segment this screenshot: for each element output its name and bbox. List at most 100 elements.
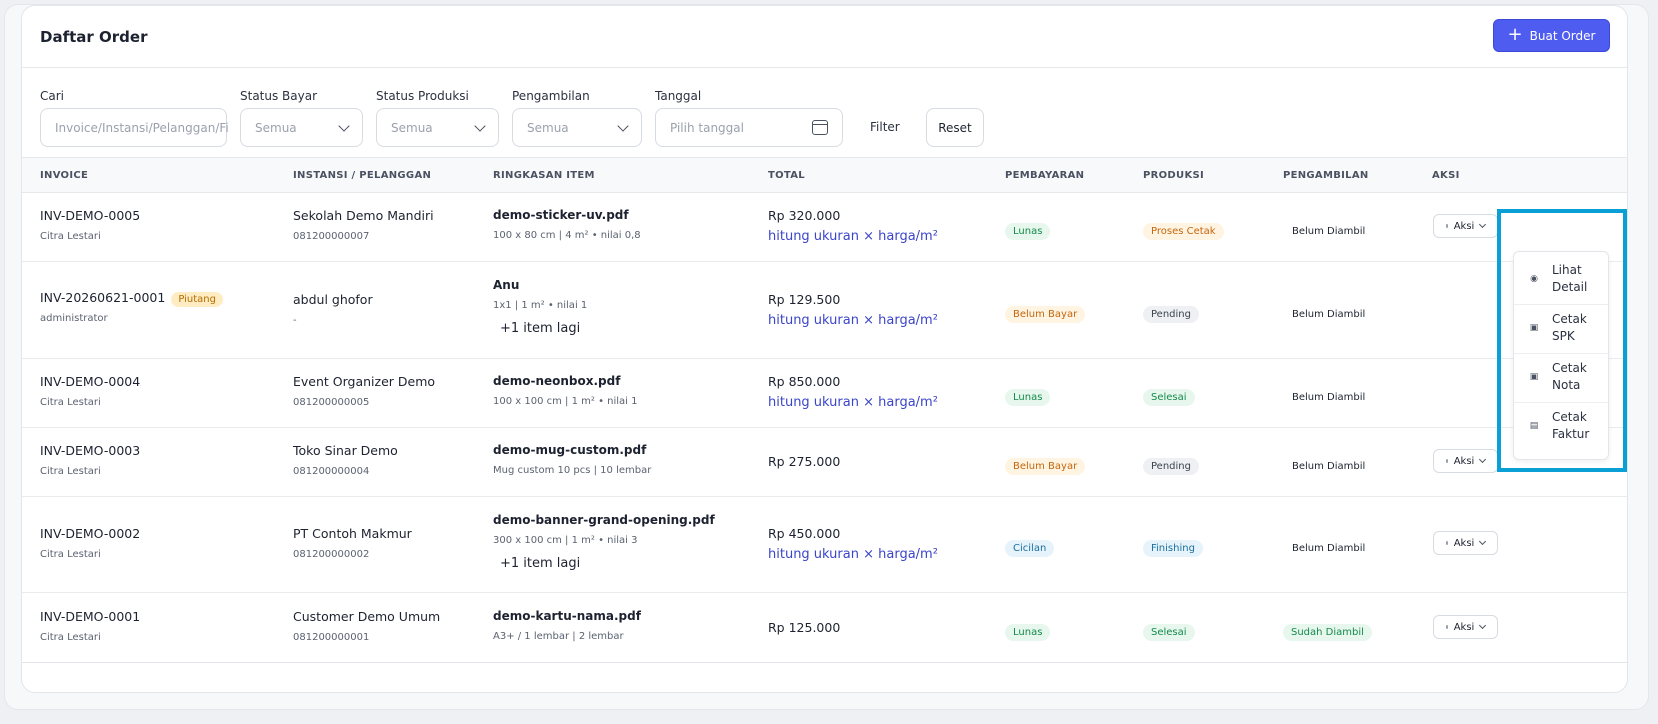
order-total: Rp 125.000: [768, 620, 841, 635]
eye-icon: ◉: [1530, 274, 1538, 284]
production-status-badge: Finishing: [1143, 540, 1203, 557]
invoice-created-by: Citra Lestari: [40, 397, 101, 408]
invoice-number: INV-DEMO-0002: [40, 526, 141, 541]
item-detail: 1x1 | 1 m² • nilai 1: [493, 300, 588, 311]
column-header-production: PRODUKSI: [1143, 170, 1205, 181]
payment-status-badge: Belum Bayar: [1005, 458, 1086, 475]
status-bayar-value: Semua: [255, 120, 297, 135]
tanggal-label: Tanggal: [655, 89, 702, 103]
action-label: Aksi: [1453, 537, 1475, 549]
page-title: Daftar Order: [40, 28, 148, 46]
production-status-badge: Selesai: [1143, 624, 1195, 641]
menu-item-label-line2: Faktur: [1552, 427, 1590, 441]
customer-phone: 081200000005: [293, 397, 370, 408]
menu-item-label-line2: Detail: [1552, 280, 1588, 294]
menu-item-view-detail[interactable]: ◉ Lihat Detail: [1514, 262, 1608, 296]
table-row: INV-DEMO-0003 Citra Lestari Toko Sinar D…: [22, 428, 1627, 497]
customer-name: PT Contoh Makmur: [293, 526, 412, 541]
customer-phone: 081200000004: [293, 466, 370, 477]
invoice-number: INV-DEMO-0004: [40, 374, 141, 389]
chevron-down-icon: [474, 119, 486, 132]
status-bayar-label: Status Bayar: [240, 89, 318, 103]
status-produksi-select[interactable]: Semua: [376, 108, 499, 147]
create-order-button[interactable]: + Buat Order: [1493, 19, 1610, 52]
pengambilan-select[interactable]: Semua: [512, 108, 642, 147]
production-status-badge: Pending: [1143, 306, 1199, 323]
action-label: Aksi: [1453, 220, 1475, 232]
pickup-status-badge: Belum Diambil: [1292, 309, 1366, 320]
pickup-status-badge: Belum Diambil: [1292, 543, 1366, 554]
invoice-created-by: Citra Lestari: [40, 632, 101, 643]
item-name: demo-neonbox.pdf: [493, 374, 621, 388]
customer-phone: 081200000007: [293, 231, 370, 242]
item-name: demo-kartu-nama.pdf: [493, 609, 641, 623]
item-name: demo-banner-grand-opening.pdf: [493, 513, 715, 527]
payment-status-badge: Lunas: [1005, 223, 1051, 240]
table-row: INV-DEMO-0002 Citra Lestari PT Contoh Ma…: [22, 497, 1627, 593]
pickup-status-badge: Sudah Diambil: [1283, 624, 1372, 641]
order-list-card: Daftar Order + Buat Order Cari Invoice/I…: [21, 5, 1628, 693]
column-header-invoice: INVOICE: [40, 170, 89, 181]
column-header-total: TOTAL: [768, 170, 805, 181]
card-header: Daftar Order + Buat Order: [22, 6, 1627, 68]
menu-item-label-line1: Cetak: [1552, 361, 1587, 375]
customer-phone: -: [293, 315, 297, 326]
column-header-customer: INSTANSI / PELANGGAN: [293, 170, 432, 181]
action-label: Aksi: [1453, 621, 1475, 633]
price-calc-note: hitung ukuran × harga/m²: [768, 547, 938, 562]
item-detail: 300 x 100 cm | 1 m² • nilai 3: [493, 535, 638, 546]
filter-button[interactable]: Filter: [870, 120, 900, 134]
column-header-action: AKSI: [1432, 170, 1460, 181]
menu-item-print-nota[interactable]: ▣ Cetak Nota: [1514, 360, 1608, 394]
search-input[interactable]: Invoice/Instansi/Pelanggan/Fi: [40, 108, 229, 147]
menu-item-print-invoice[interactable]: ▤ Cetak Faktur: [1514, 409, 1608, 443]
chevron-down-icon: [338, 119, 350, 132]
receivable-badge: Piutang: [171, 292, 223, 307]
action-dropdown-menu: ◉ Lihat Detail ▣ Cetak SPK ▣ Cetak Nota ▤ C…: [1513, 251, 1609, 460]
customer-phone: 081200000001: [293, 632, 370, 643]
invoice-number: INV-DEMO-0005: [40, 208, 141, 223]
calendar-icon: [812, 120, 828, 135]
action-dropdown-button[interactable]: Aksi: [1433, 449, 1498, 473]
item-detail: 100 x 100 cm | 1 m² • nilai 1: [493, 396, 638, 407]
order-total: Rp 129.500: [768, 292, 841, 307]
invoice-number: INV-DEMO-0003: [40, 443, 141, 458]
customer-name: Sekolah Demo Mandiri: [293, 208, 434, 223]
invoice-number: INV-20260621-0001 Piutang: [40, 290, 223, 307]
action-dropdown-button[interactable]: Aksi: [1433, 615, 1498, 639]
action-dropdown-button[interactable]: Aksi: [1433, 214, 1498, 238]
payment-status-badge: Belum Bayar: [1005, 306, 1086, 323]
printer-icon: ▣: [1529, 372, 1539, 382]
menu-item-print-spk[interactable]: ▣ Cetak SPK: [1514, 311, 1608, 345]
more-items-link[interactable]: +1 item lagi: [500, 556, 581, 571]
invoice-number-text: INV-20260621-0001: [40, 290, 166, 305]
production-status-badge: Proses Cetak: [1143, 223, 1224, 240]
dot-icon: [1445, 541, 1448, 545]
plus-icon: +: [1507, 23, 1523, 45]
create-order-label: Buat Order: [1529, 28, 1596, 43]
item-name: demo-mug-custom.pdf: [493, 443, 647, 457]
more-items-link[interactable]: +1 item lagi: [500, 321, 581, 336]
table-row: INV-20260621-0001 Piutang administrator a…: [22, 262, 1627, 359]
customer-name: Toko Sinar Demo: [293, 443, 398, 458]
item-name: demo-sticker-uv.pdf: [493, 208, 629, 222]
status-produksi-label: Status Produksi: [376, 89, 469, 103]
table-row: INV-DEMO-0005 Citra Lestari Sekolah Demo…: [22, 193, 1627, 262]
search-placeholder: Invoice/Instansi/Pelanggan/Fi: [55, 120, 229, 135]
table-row: INV-DEMO-0001 Citra Lestari Customer Dem…: [22, 593, 1627, 663]
tanggal-placeholder: Pilih tanggal: [670, 120, 744, 135]
status-bayar-select[interactable]: Semua: [240, 108, 363, 147]
pengambilan-label: Pengambilan: [512, 89, 590, 103]
printer-icon: ▣: [1529, 323, 1539, 333]
action-label: Aksi: [1453, 455, 1475, 467]
action-dropdown-button[interactable]: Aksi: [1433, 531, 1498, 555]
menu-item-label-line1: Lihat: [1552, 263, 1582, 277]
order-total: Rp 275.000: [768, 454, 841, 469]
order-total: Rp 450.000: [768, 526, 841, 541]
reset-button[interactable]: Reset: [926, 108, 984, 147]
menu-item-label-line1: Cetak: [1552, 312, 1587, 326]
column-header-items: RINGKASAN ITEM: [493, 170, 595, 181]
chevron-down-icon: [617, 119, 629, 132]
date-picker-input[interactable]: Pilih tanggal: [655, 108, 843, 147]
menu-item-label-line1: Cetak: [1552, 410, 1587, 424]
